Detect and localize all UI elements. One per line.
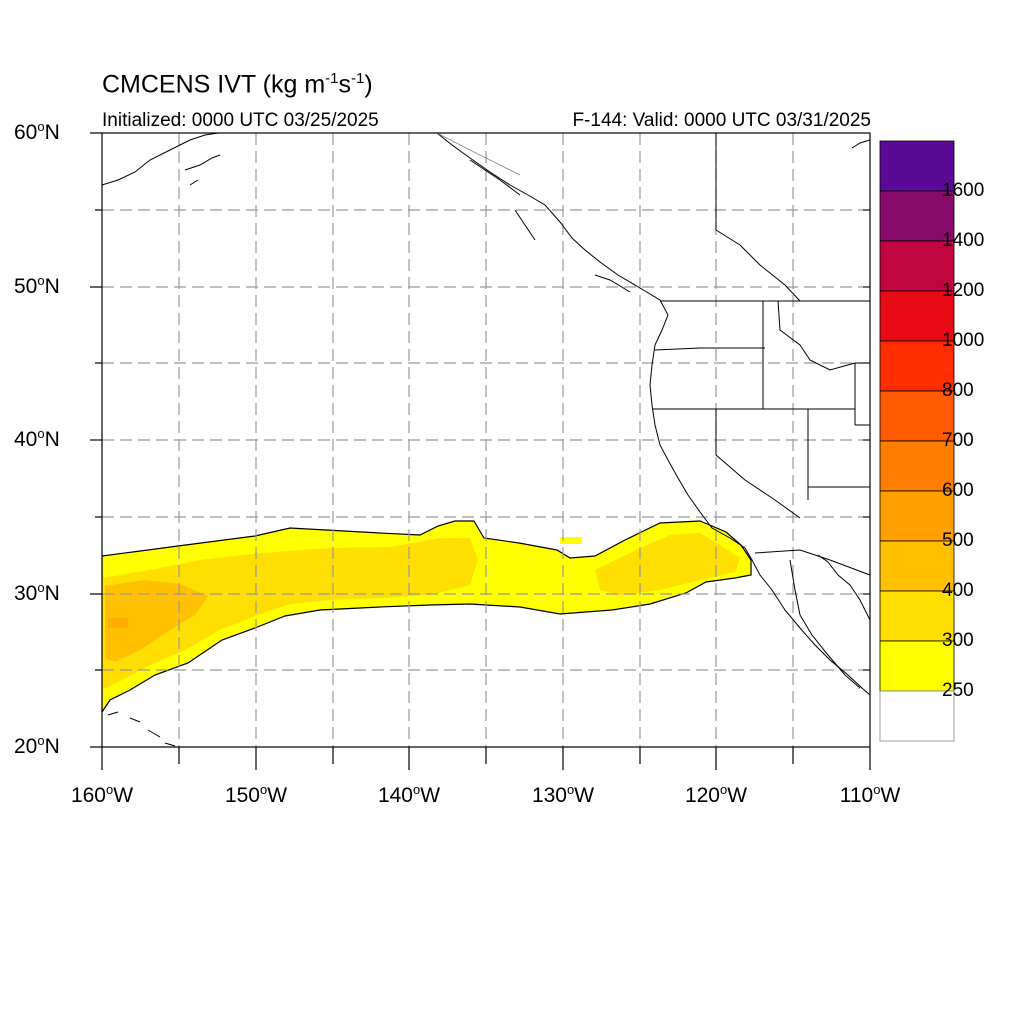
colorbar-label-600: 600 (942, 480, 974, 501)
colorbar-box-5 (879, 390, 955, 442)
colorbar-label-700: 700 (942, 430, 974, 451)
state-borders (652, 133, 871, 576)
lat-label-60: 60oN (14, 119, 60, 144)
colorbar-label-1400: 1400 (942, 230, 985, 251)
lat-label-50: 50oN (14, 273, 60, 298)
ivt-250-speck (560, 537, 582, 544)
bc-islands (469, 159, 631, 293)
ivt-400-region (105, 580, 208, 662)
hawaii-islands (107, 711, 176, 747)
map-title: CMCENS IVT (kg m-1s-1) (102, 70, 373, 99)
alaska-islands (184, 154, 221, 186)
initialized-time: Initialized: 0000 UTC 03/25/2025 (102, 110, 379, 131)
west-coast-coastline (436, 133, 870, 696)
ivt-300-region (102, 538, 478, 690)
valid-time: F-144: Valid: 0000 UTC 03/31/2025 (572, 110, 871, 131)
ivt-shading (102, 520, 752, 714)
ivt-500-cell (108, 618, 128, 628)
colorbar-label-500: 500 (942, 530, 974, 551)
lat-label-20: 20oN (14, 733, 60, 758)
ivt-300-region-east (595, 533, 740, 595)
far-northeast-coast (851, 139, 870, 149)
lon-label-150: 150oW (224, 782, 288, 807)
colorbar-box-2 (879, 240, 955, 292)
colorbar-label-1000: 1000 (942, 330, 985, 351)
lon-label-140: 140oW (377, 782, 441, 807)
colorbar-box-11 (879, 690, 955, 742)
alaska-coast (102, 133, 219, 186)
colorbar-label-1200: 1200 (942, 280, 985, 301)
colorbar-label-300: 300 (942, 630, 974, 651)
baja-peninsula (789, 559, 861, 689)
lon-label-160: 160oW (70, 782, 134, 807)
colorbar (879, 140, 955, 742)
graticule (102, 133, 870, 747)
axis-ticks (90, 132, 871, 770)
colorbar-box-1 (879, 190, 955, 242)
lat-label-30: 30oN (14, 580, 60, 605)
colorbar-box-10 (879, 640, 955, 692)
lon-label-120: 120oW (684, 782, 748, 807)
colorbar-box-7 (879, 490, 955, 542)
lon-label-130: 130oW (531, 782, 595, 807)
colorbar-label-1600: 1600 (942, 180, 985, 201)
colorbar-box-4 (879, 340, 955, 392)
lat-label-40: 40oN (14, 426, 60, 451)
colorbar-label-250: 250 (942, 680, 974, 701)
colorbar-box-8 (879, 540, 955, 592)
colorbar-box-3 (879, 290, 955, 342)
lon-label-110: 110oW (839, 782, 901, 807)
country-borders (436, 132, 521, 176)
baja-gulf-coast (817, 554, 870, 621)
colorbar-label-800: 800 (942, 380, 974, 401)
colorbar-label-400: 400 (942, 580, 974, 601)
right-ticks (863, 209, 870, 671)
coastlines (102, 133, 870, 747)
